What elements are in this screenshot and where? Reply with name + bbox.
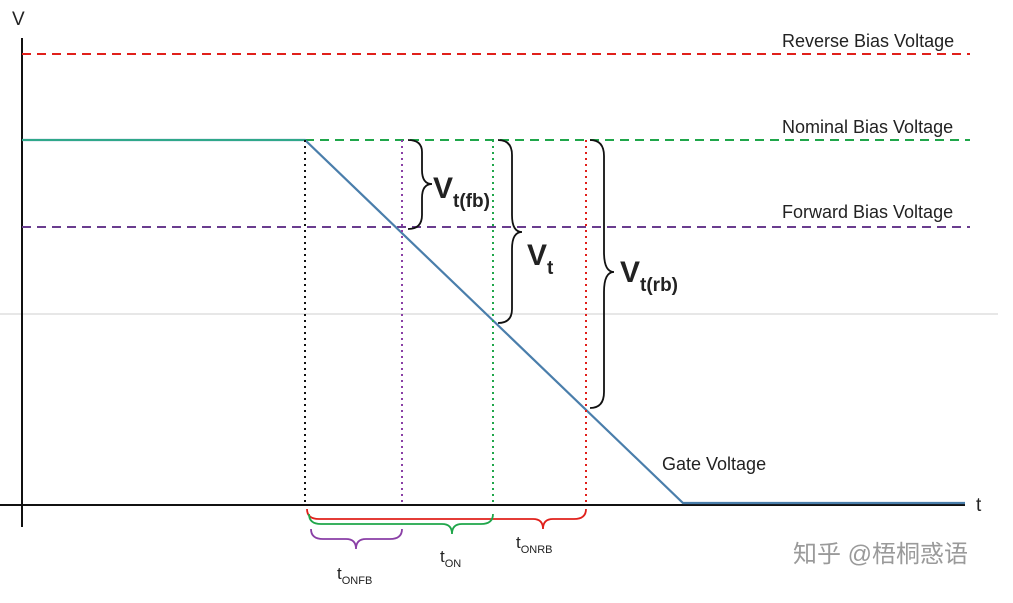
reverse-bias-label: Reverse Bias Voltage xyxy=(782,31,954,51)
vt-fb-label-main: V xyxy=(433,172,453,205)
t-onrb-label: tONRB xyxy=(516,533,553,556)
nominal-bias-label: Nominal Bias Voltage xyxy=(782,117,953,137)
vt-rb-label-main: V xyxy=(620,256,640,289)
gate-voltage-label: Gate Voltage xyxy=(662,454,766,474)
vt-rb-label: Vt(rb) xyxy=(620,256,678,296)
vt-fb-label: Vt(fb) xyxy=(433,172,490,212)
vt-label: Vt xyxy=(527,239,554,279)
t-on-label-sub: ON xyxy=(445,558,462,570)
t-onrb-label-sub: ONRB xyxy=(521,544,553,556)
t-onrb-label-main: t xyxy=(516,533,521,552)
t-onfb-brace xyxy=(310,528,403,550)
vt-rb-label-sub: t(rb) xyxy=(640,275,678,296)
t-on-label: tON xyxy=(440,547,461,570)
vt-label-sub: t xyxy=(547,258,554,279)
vt-rb-brace xyxy=(589,139,615,409)
watermark: 知乎 @梧桐惑语 xyxy=(793,541,968,568)
t-onrb-brace xyxy=(306,508,587,530)
vt-fb-brace xyxy=(407,139,433,230)
y-axis-label: V xyxy=(12,9,25,30)
t-on-brace xyxy=(308,513,494,535)
x-axis-label: t xyxy=(976,495,982,516)
vt-label-main: V xyxy=(527,239,547,272)
forward-bias-label: Forward Bias Voltage xyxy=(782,202,953,222)
t-onfb-label-main: t xyxy=(337,564,342,583)
vt-fb-label-sub: t(fb) xyxy=(453,191,490,212)
t-on-label-main: t xyxy=(440,547,445,566)
vt-brace xyxy=(497,139,523,324)
t-onfb-label-sub: ONFB xyxy=(342,575,373,587)
t-onfb-label: tONFB xyxy=(337,564,372,587)
